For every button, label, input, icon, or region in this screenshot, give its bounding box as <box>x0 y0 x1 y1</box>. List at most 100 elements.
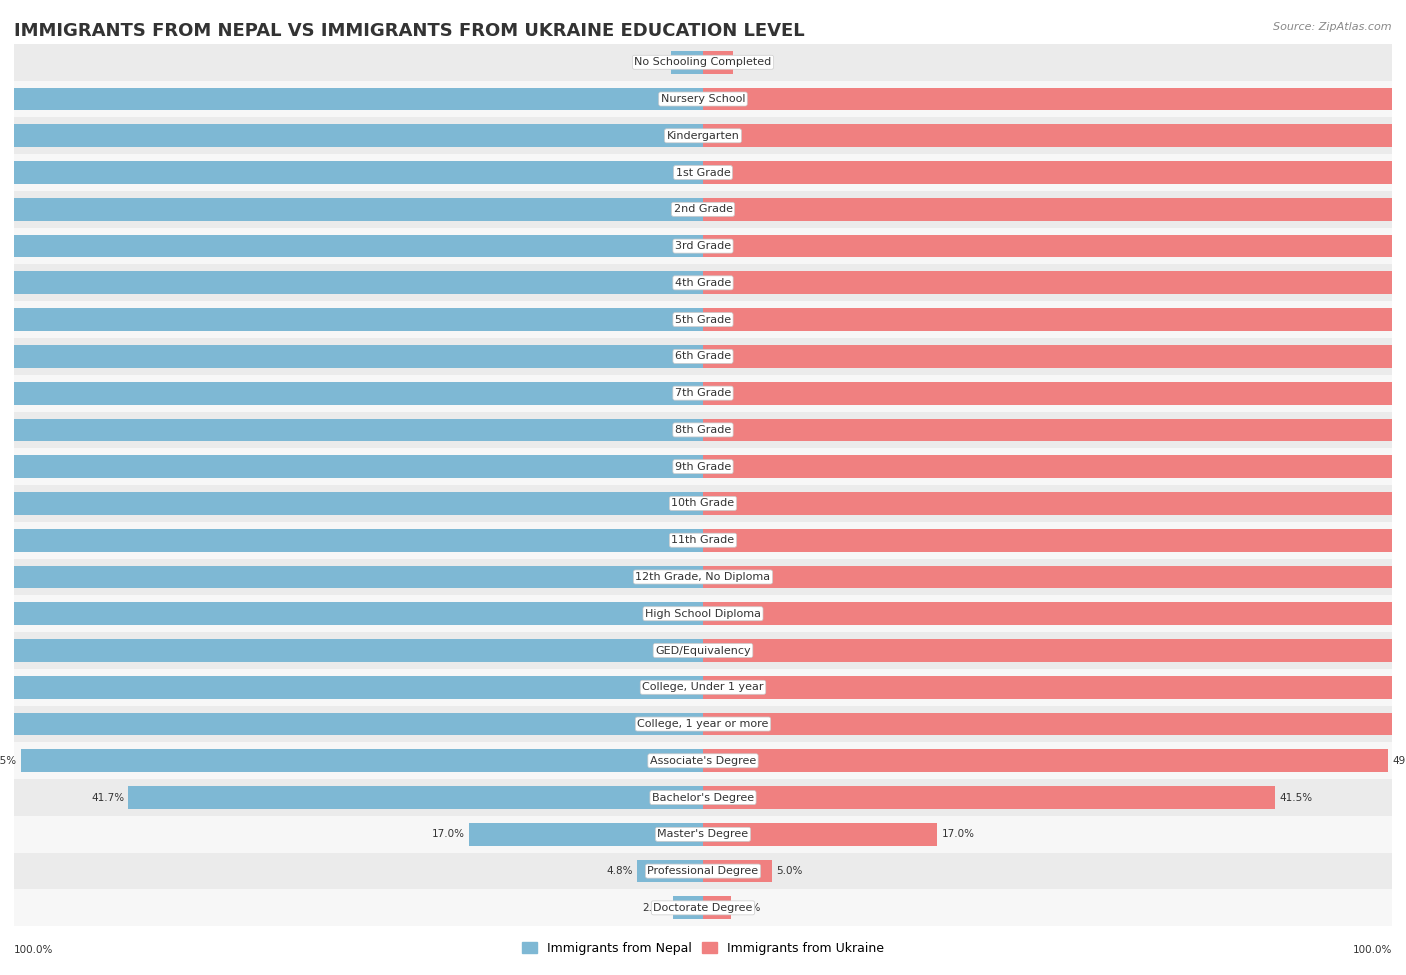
Bar <box>0 198 703 220</box>
Bar <box>14 853 1392 889</box>
Bar <box>14 706 1392 742</box>
Bar <box>14 486 1392 522</box>
Text: 5th Grade: 5th Grade <box>675 315 731 325</box>
Bar <box>14 338 1392 374</box>
Text: 2.3%: 2.3% <box>641 58 668 67</box>
Bar <box>703 528 1406 552</box>
Text: Kindergarten: Kindergarten <box>666 131 740 140</box>
Bar <box>14 264 1392 301</box>
Text: 12th Grade, No Diploma: 12th Grade, No Diploma <box>636 572 770 582</box>
Bar <box>0 125 703 147</box>
Bar <box>14 117 1392 154</box>
Bar <box>703 161 1406 184</box>
Text: Nursery School: Nursery School <box>661 94 745 104</box>
Text: 4th Grade: 4th Grade <box>675 278 731 288</box>
Bar <box>0 235 703 257</box>
Text: 2.2%: 2.2% <box>738 58 763 67</box>
Bar <box>0 88 703 110</box>
Bar <box>703 823 938 845</box>
Bar <box>14 81 1392 117</box>
Bar <box>703 713 1406 735</box>
Bar <box>703 418 1406 442</box>
Text: 2nd Grade: 2nd Grade <box>673 205 733 214</box>
Text: High School Diploma: High School Diploma <box>645 608 761 619</box>
Bar <box>0 308 703 332</box>
Bar <box>14 779 1392 816</box>
Text: Bachelor's Degree: Bachelor's Degree <box>652 793 754 802</box>
Bar <box>0 566 703 588</box>
Bar <box>703 639 1406 662</box>
Bar <box>703 271 1406 294</box>
Text: 10th Grade: 10th Grade <box>672 498 734 508</box>
Text: 2.2%: 2.2% <box>643 903 669 913</box>
Text: Master's Degree: Master's Degree <box>658 830 748 839</box>
Bar <box>14 228 1392 264</box>
Bar <box>14 301 1392 338</box>
Bar <box>14 669 1392 706</box>
Bar <box>14 411 1392 448</box>
Bar <box>671 51 703 74</box>
Text: 6th Grade: 6th Grade <box>675 351 731 362</box>
Bar <box>703 786 1275 809</box>
Bar <box>0 492 703 515</box>
Bar <box>0 528 703 552</box>
Text: 4.8%: 4.8% <box>606 866 633 877</box>
Bar <box>14 632 1392 669</box>
Text: No Schooling Completed: No Schooling Completed <box>634 58 772 67</box>
Bar <box>21 750 703 772</box>
Bar <box>14 44 1392 81</box>
Text: 3rd Grade: 3rd Grade <box>675 241 731 252</box>
Bar <box>703 125 1406 147</box>
Bar <box>0 382 703 405</box>
Bar <box>0 603 703 625</box>
Bar <box>703 492 1406 515</box>
Bar <box>703 198 1406 220</box>
Bar <box>703 603 1406 625</box>
Bar <box>637 860 703 882</box>
Text: 11th Grade: 11th Grade <box>672 535 734 545</box>
Bar <box>14 448 1392 486</box>
Text: Associate's Degree: Associate's Degree <box>650 756 756 765</box>
Bar <box>0 271 703 294</box>
Bar <box>14 559 1392 596</box>
Text: College, 1 year or more: College, 1 year or more <box>637 719 769 729</box>
Bar <box>468 823 703 845</box>
Bar <box>14 742 1392 779</box>
Bar <box>703 566 1406 588</box>
Text: 1st Grade: 1st Grade <box>676 168 730 177</box>
Text: 17.0%: 17.0% <box>432 830 464 839</box>
Bar <box>0 676 703 699</box>
Legend: Immigrants from Nepal, Immigrants from Ukraine: Immigrants from Nepal, Immigrants from U… <box>517 937 889 959</box>
Bar <box>14 816 1392 853</box>
Bar <box>0 345 703 368</box>
Bar <box>703 860 772 882</box>
Bar <box>14 374 1392 411</box>
Bar <box>703 750 1388 772</box>
Bar <box>703 235 1406 257</box>
Text: 7th Grade: 7th Grade <box>675 388 731 398</box>
Text: 41.5%: 41.5% <box>1279 793 1312 802</box>
Bar <box>703 382 1406 405</box>
Bar <box>0 455 703 478</box>
Text: 100.0%: 100.0% <box>1353 945 1392 956</box>
Bar <box>703 51 734 74</box>
Bar <box>703 88 1406 110</box>
Bar <box>703 676 1406 699</box>
Text: College, Under 1 year: College, Under 1 year <box>643 682 763 692</box>
Text: 41.7%: 41.7% <box>91 793 124 802</box>
Text: 100.0%: 100.0% <box>14 945 53 956</box>
Text: IMMIGRANTS FROM NEPAL VS IMMIGRANTS FROM UKRAINE EDUCATION LEVEL: IMMIGRANTS FROM NEPAL VS IMMIGRANTS FROM… <box>14 22 804 40</box>
Bar <box>0 639 703 662</box>
Text: 9th Grade: 9th Grade <box>675 462 731 472</box>
Text: 2.0%: 2.0% <box>735 903 761 913</box>
Bar <box>14 154 1392 191</box>
Text: Source: ZipAtlas.com: Source: ZipAtlas.com <box>1274 22 1392 32</box>
Bar <box>703 896 731 919</box>
Text: 17.0%: 17.0% <box>942 830 974 839</box>
Bar <box>0 418 703 442</box>
Bar <box>14 596 1392 632</box>
Text: 8th Grade: 8th Grade <box>675 425 731 435</box>
Text: Professional Degree: Professional Degree <box>647 866 759 877</box>
Text: 5.0%: 5.0% <box>776 866 803 877</box>
Text: GED/Equivalency: GED/Equivalency <box>655 645 751 655</box>
